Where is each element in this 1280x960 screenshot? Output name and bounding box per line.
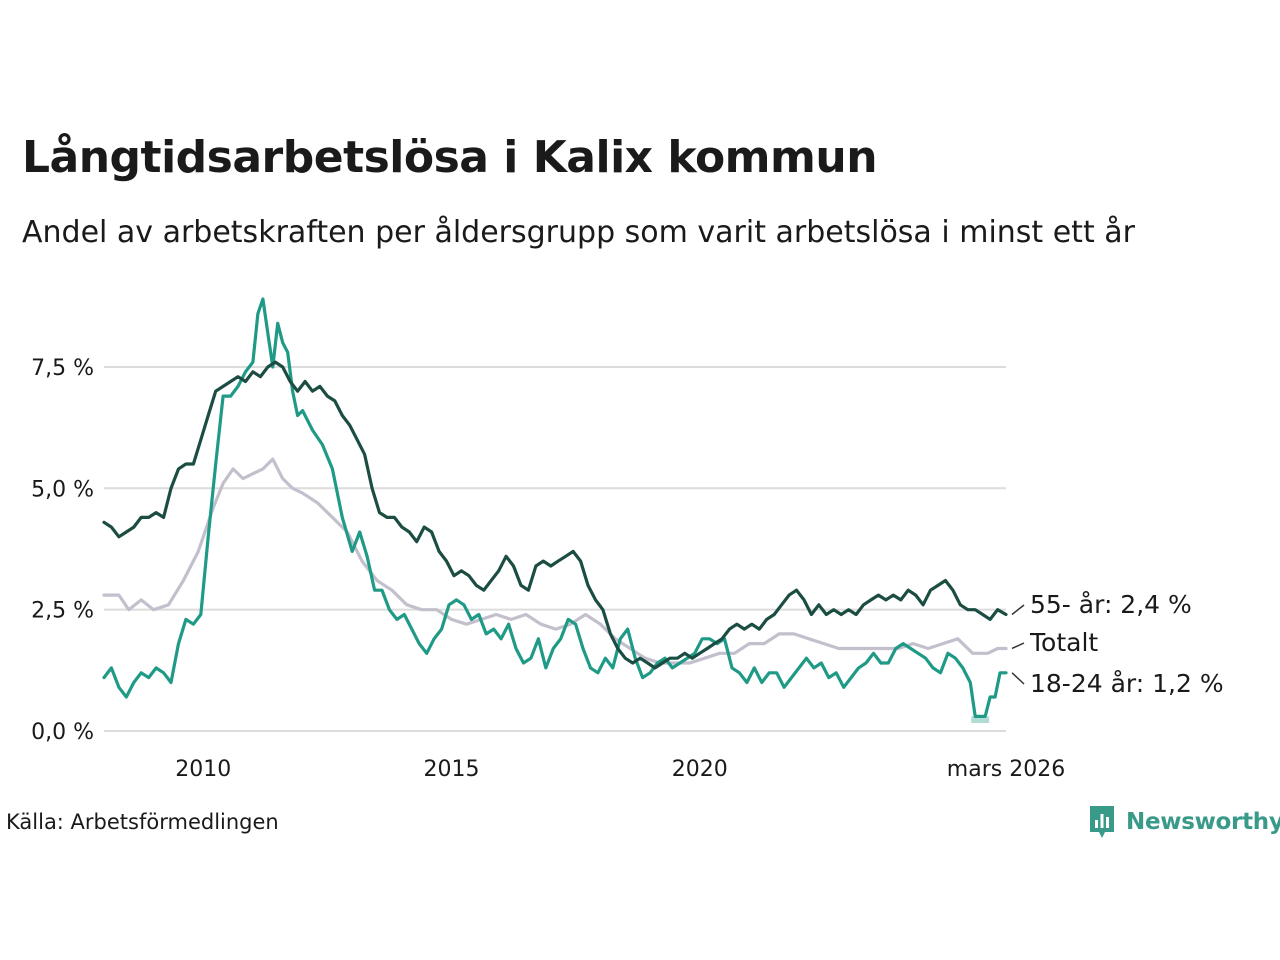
- label-leader-0: [1011, 642, 1025, 650]
- brand-logo[interactable]: Newsworthy: [1088, 804, 1280, 840]
- x-tick-label: mars 2026: [947, 757, 1065, 782]
- brand-name: Newsworthy: [1126, 809, 1280, 835]
- source-note: Källa: Arbetsförmedlingen: [6, 810, 279, 834]
- chart-title: Långtidsarbetslösa i Kalix kommun: [22, 132, 878, 183]
- x-tick-label: 2020: [672, 757, 728, 782]
- x-tick-label: 2015: [423, 757, 479, 782]
- series-end-label: Totalt: [1029, 628, 1098, 657]
- label-leader-1: [1011, 672, 1025, 685]
- gridlines: [104, 365, 1006, 732]
- x-axis-ticks: 2010 2015 2020 mars 2026: [175, 757, 1065, 782]
- series-line-0: [102, 457, 1008, 665]
- x-tick-label: 2010: [175, 757, 231, 782]
- series-line-2: [102, 360, 1008, 670]
- y-tick-label: 5,0 %: [31, 477, 94, 502]
- y-tick-label: 0,0 %: [31, 720, 94, 745]
- y-tick-label: 2,5 %: [31, 599, 94, 624]
- series-end-label: 18-24 år: 1,2 %: [1030, 669, 1224, 698]
- y-tick-label: 7,5 %: [31, 356, 94, 381]
- series-lines: [102, 297, 1008, 723]
- chart-subtitle: Andel av arbetskraften per åldersgrupp s…: [22, 215, 1135, 250]
- series-line-1: [102, 297, 1008, 718]
- label-leader-2: [1011, 604, 1025, 616]
- series-end-labels: Totalt 18-24 år: 1,2 % 55- år: 2,4 %: [1011, 590, 1224, 698]
- y-axis-ticks: 0,0 % 2,5 % 5,0 % 7,5 %: [31, 356, 94, 745]
- newsworthy-logo-icon: [1090, 806, 1114, 838]
- series-end-label: 55- år: 2,4 %: [1030, 590, 1192, 619]
- low-value-highlight: [971, 716, 990, 723]
